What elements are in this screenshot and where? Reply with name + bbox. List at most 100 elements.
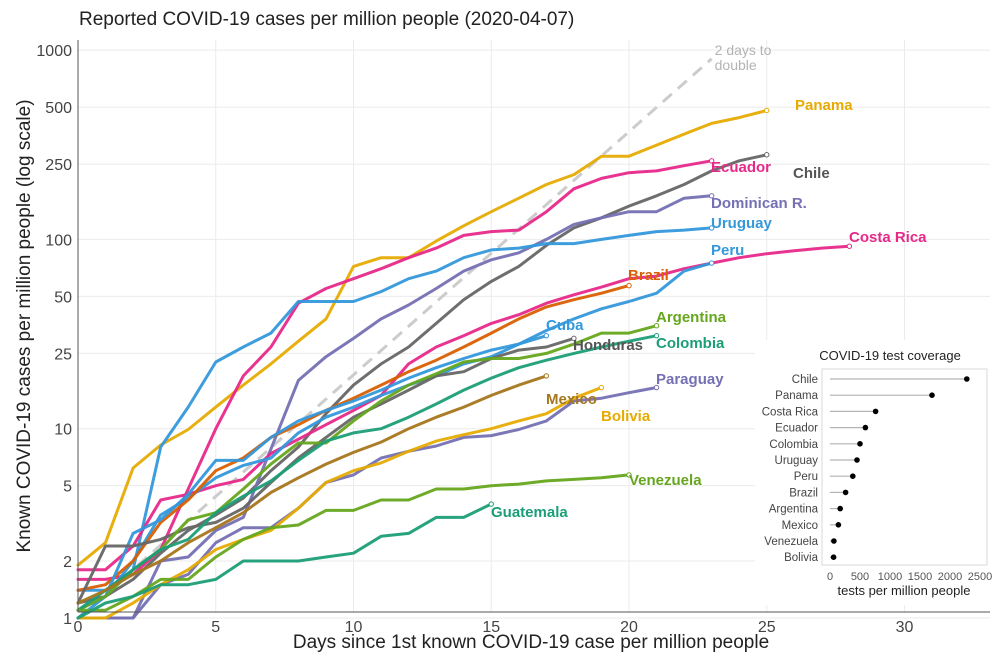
inset-category-label: Ecuador [775, 423, 818, 435]
series-line-brazil [76, 284, 631, 592]
y-axis-title: Known COVID-19 cases per million people … [14, 99, 35, 552]
y-tick-label: 1000 [36, 43, 72, 60]
series-line-ecuador [76, 159, 714, 581]
inset-category-label: Panama [775, 390, 818, 402]
inset-x-tick-label: 1500 [908, 571, 932, 583]
series-endpoint-brazil [626, 282, 632, 289]
series-endpoint-venezuela [626, 472, 632, 478]
y-tick-label: 50 [54, 289, 72, 306]
x-tick-label: 0 [74, 619, 83, 636]
series-label-argentina: Argentina [656, 309, 727, 326]
series-endpoint-dominican-r [708, 193, 715, 199]
series-label-panama: Panama [795, 97, 853, 114]
inset-category-label: Uruguay [775, 455, 819, 467]
inset-x-tick-label: 1000 [878, 571, 902, 583]
series-label-mexico: Mexico [546, 391, 597, 408]
series-endpoint-honduras [571, 335, 577, 342]
series-endpoint-cuba [543, 332, 550, 339]
inset-dot [842, 489, 849, 496]
series-line-dominican-r [76, 194, 714, 620]
inset-category-label: Brazil [789, 487, 818, 499]
y-tick-label: 2 [63, 554, 72, 571]
inset-panel-border [821, 368, 988, 566]
inset-category-label: Colombia [769, 439, 818, 451]
x-tick-labels: 0 5 10 15 20 25 30 [74, 619, 914, 636]
inset-dot [964, 376, 970, 382]
series-line-guatemala [76, 502, 493, 620]
inset-x-axis-title: tests per million people [838, 583, 971, 598]
series-label-ecuador: Ecuador [711, 159, 771, 176]
series-label-guatemala: Guatemala [491, 504, 568, 521]
inset-dot [830, 554, 837, 560]
inset-category-label: Venezuela [764, 536, 818, 548]
inset-dot [835, 522, 842, 528]
series-label-colombia: Colombia [656, 335, 725, 352]
y-tick-label: 100 [45, 232, 72, 249]
series-line-uruguay [76, 226, 714, 592]
inset-dot [857, 441, 863, 447]
series-label-dominican-r: Dominican R. [711, 195, 807, 212]
y-tick-label: 25 [54, 346, 72, 363]
series-endpoint-peru [708, 260, 715, 266]
series-group [76, 107, 853, 620]
doubling-line-label: double [715, 57, 757, 73]
inset-dot [862, 424, 869, 431]
y-tick-label: 500 [45, 100, 72, 117]
series-endpoint-bolivia [598, 384, 605, 391]
inset-x-tick-label: 2500 [968, 571, 992, 583]
series-line-cuba [76, 334, 548, 620]
inset-x-tick-label: 500 [851, 571, 869, 583]
series-endpoint-colombia [653, 332, 660, 339]
series-line-argentina [76, 324, 659, 612]
y-tick-label: 10 [54, 422, 72, 439]
series-line-honduras [76, 336, 576, 605]
series-label-peru: Peru [711, 242, 744, 259]
inset-dot [837, 505, 843, 512]
x-tick-label: 25 [758, 619, 776, 636]
inset-dot [854, 457, 860, 463]
series-label-bolivia: Bolivia [601, 408, 651, 425]
series-label-brazil: Brazil [628, 267, 669, 284]
inset-category-label: Costa Rica [762, 406, 819, 418]
inset-dot [831, 538, 837, 544]
series-line-costa-rica [76, 244, 851, 572]
inset-title: COVID-19 test coverage [819, 348, 961, 363]
series-label-cuba: Cuba [546, 317, 584, 334]
inset-x-tick-label: 0 [827, 571, 833, 583]
series-endpoint-chile [764, 152, 770, 158]
series-endpoint-guatemala [488, 501, 494, 507]
series-line-peru [76, 261, 714, 612]
series-label-paraguay: Paraguay [656, 371, 724, 388]
series-endpoint-argentina [653, 323, 660, 329]
inset-lollipops: Chile Panama Costa Rica Ecuador Colombia Urug… [762, 374, 970, 564]
inset-x-tick-label: 2000 [938, 571, 962, 583]
doubling-line-label: 2 days to [715, 42, 772, 58]
series-endpoint-panama [764, 107, 770, 114]
y-tick-label: 1 [63, 611, 72, 628]
x-axis-title: Days since 1st known COVID-19 case per m… [293, 632, 769, 653]
inset-category-label: Bolivia [784, 552, 818, 564]
series-label-honduras: Honduras [573, 337, 643, 354]
series-endpoint-costa-rica [846, 243, 853, 249]
inset-category-label: Argentina [769, 504, 819, 516]
series-endpoint-mexico [543, 373, 550, 379]
x-tick-label: 15 [482, 619, 500, 636]
series-labels: Panama Chile Ecuador Dominican R. Uruguay Cos… [491, 97, 927, 521]
series-endpoint-uruguay [708, 225, 715, 231]
inset-background [755, 340, 995, 605]
x-tick-label: 20 [620, 619, 638, 636]
series-line-colombia [76, 334, 659, 612]
series-label-venezuela: Venezuela [629, 472, 702, 489]
inset-category-label: Mexico [782, 520, 818, 532]
x-tick-label: 30 [896, 619, 914, 636]
y-tick-label: 5 [63, 479, 72, 496]
inset-dot [850, 473, 856, 480]
inset-category-label: Chile [792, 374, 818, 386]
y-tick-label: 250 [45, 157, 72, 174]
series-label-uruguay: Uruguay [711, 215, 773, 232]
inset-dot [929, 392, 935, 399]
inset-category-label: Peru [794, 471, 818, 483]
series-endpoint-ecuador [708, 158, 715, 164]
